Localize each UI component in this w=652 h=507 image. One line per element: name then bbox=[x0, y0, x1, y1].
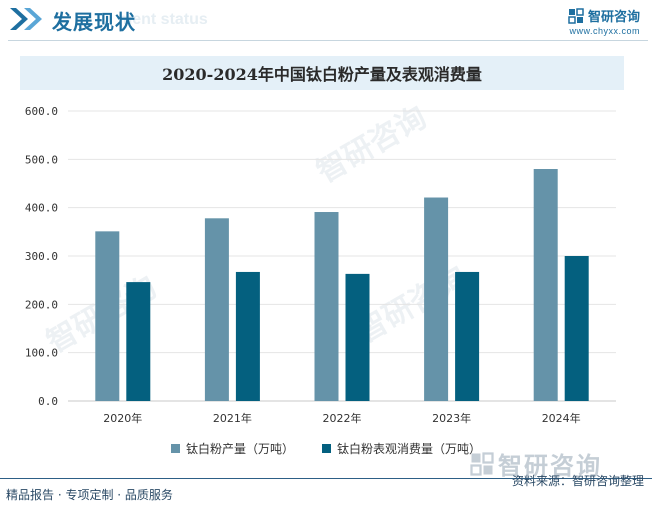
bar-consumption bbox=[126, 282, 151, 401]
y-tick-label: 100.0 bbox=[25, 347, 58, 360]
page-title: 发展现状 bbox=[52, 10, 136, 34]
chart-title: 2020-2024年中国钛白粉产量及表观消费量 bbox=[162, 65, 482, 84]
footer bbox=[0, 478, 652, 507]
bar-consumption bbox=[345, 273, 370, 401]
bottom-brand-text: 智研咨询 bbox=[498, 452, 602, 480]
legend-label-production: 钛白粉产量（万吨） bbox=[185, 442, 294, 456]
legend-swatch-consumption bbox=[322, 444, 331, 453]
y-tick-label: 400.0 bbox=[25, 202, 58, 215]
page-header: ment status 发展现状 智研咨询 www.chyxx.com bbox=[0, 0, 652, 42]
brand-block: 智研咨询 www.chyxx.com bbox=[568, 6, 640, 36]
bar-production bbox=[204, 218, 229, 401]
y-tick-label: 300.0 bbox=[25, 250, 58, 263]
brand-logo-icon bbox=[568, 7, 584, 24]
x-tick-label: 2021年 bbox=[213, 411, 252, 425]
x-tick-label: 2023年 bbox=[432, 411, 471, 425]
footer-divider bbox=[0, 478, 652, 479]
legend-swatch-production bbox=[170, 444, 180, 453]
brand-url: www.chyxx.com bbox=[569, 26, 640, 36]
x-tick-label: 2020年 bbox=[103, 411, 142, 425]
legend-label-consumption: 钛白粉表观消费量（万吨） bbox=[337, 442, 482, 456]
bar-production bbox=[533, 169, 558, 401]
bottom-brand-watermark: 智研咨询 bbox=[470, 446, 602, 481]
double-chevron-icon bbox=[10, 8, 42, 30]
chart-legend: 钛白粉产量（万吨） 钛白粉表观消费量（万吨） bbox=[0, 440, 652, 457]
y-tick-label: 500.0 bbox=[25, 153, 58, 166]
bar-production bbox=[314, 212, 339, 401]
x-tick-label: 2022年 bbox=[323, 411, 362, 425]
bars bbox=[95, 169, 589, 401]
y-tick-label: 0.0 bbox=[38, 395, 58, 408]
data-source: 资料来源：智研咨询整理 bbox=[511, 474, 644, 488]
footer-tagline: 精品报告 · 专项定制 · 品质服务 bbox=[6, 488, 173, 502]
y-tick-label: 600.0 bbox=[25, 105, 58, 118]
header-divider bbox=[8, 40, 648, 41]
y-tick-label: 200.0 bbox=[25, 298, 58, 311]
y-axis-ticks: 0.0 100.0 200.0 300.0 400.0 500.0 600.0 bbox=[25, 105, 58, 408]
bar-consumption bbox=[564, 256, 589, 401]
legend-item-consumption: 钛白粉表观消费量（万吨） bbox=[322, 440, 481, 457]
x-axis-labels: 2020年 2021年 2022年 2023年 2024年 bbox=[103, 411, 580, 425]
bar-consumption bbox=[235, 271, 260, 401]
brand-logo-icon bbox=[470, 451, 494, 476]
legend-item-production: 钛白粉产量（万吨） bbox=[170, 440, 294, 457]
bar-consumption bbox=[455, 271, 480, 401]
header-ghost-text: ment status bbox=[118, 11, 208, 28]
brand-name: 智研咨询 bbox=[587, 10, 640, 25]
chart-title-band: 2020-2024年中国钛白粉产量及表观消费量 bbox=[20, 56, 624, 90]
x-tick-label: 2024年 bbox=[542, 411, 581, 425]
grid-lines bbox=[68, 110, 616, 402]
bar-production bbox=[95, 231, 120, 401]
bar-production bbox=[424, 197, 449, 401]
